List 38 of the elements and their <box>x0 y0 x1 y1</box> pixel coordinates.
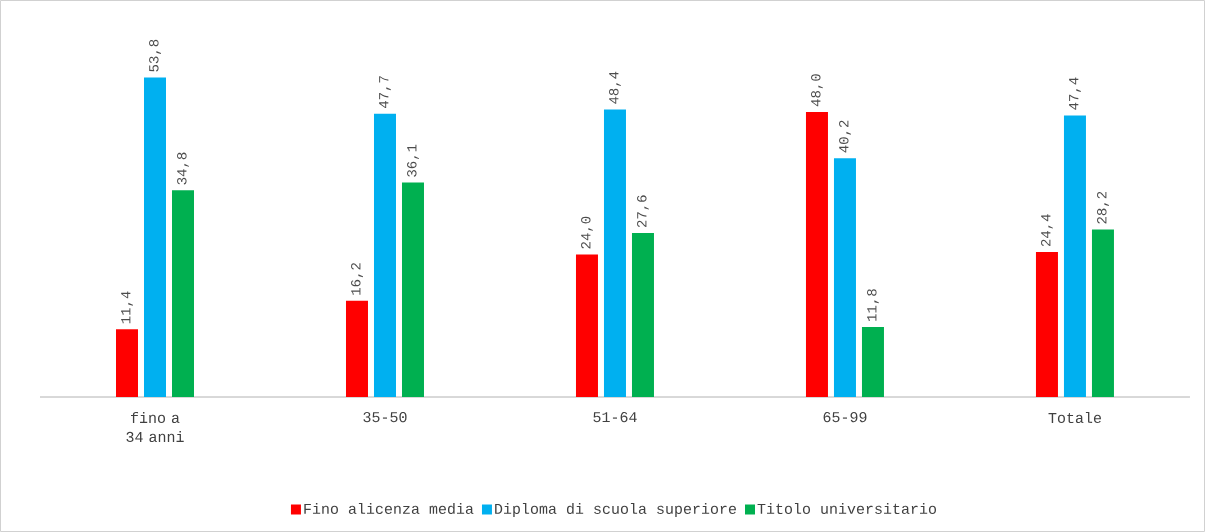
legend-label: Titolo universitario <box>757 502 937 514</box>
data-label: 24,0 <box>581 216 593 249</box>
data-label: 11,4 <box>121 291 133 324</box>
bar <box>833 158 856 397</box>
bar <box>1035 252 1058 397</box>
bar <box>631 233 654 397</box>
data-label: 28,2 <box>1097 191 1109 224</box>
x-tick-label: 35-50 <box>363 412 407 423</box>
data-label: 47,4 <box>1069 77 1081 110</box>
data-label: 16,2 <box>351 263 363 295</box>
data-label: 36,1 <box>407 144 419 177</box>
data-label: 40,2 <box>839 120 851 153</box>
bar <box>144 77 166 397</box>
data-label: 47,7 <box>379 76 391 108</box>
bar <box>1091 229 1114 397</box>
bar <box>805 111 828 397</box>
bar <box>575 254 598 397</box>
data-label: 53,8 <box>149 39 161 72</box>
bar <box>345 300 368 397</box>
data-label: 34,8 <box>177 152 189 185</box>
data-label: 24,4 <box>1041 214 1053 247</box>
bar <box>401 182 424 397</box>
x-tick-label: 65-99 <box>823 412 867 423</box>
x-tick-label: fino a 34 anni <box>126 412 184 443</box>
data-label: 48,4 <box>609 71 621 104</box>
bar <box>603 109 626 397</box>
data-label: 48,0 <box>811 74 823 107</box>
legend-label: Diploma di scuola superiore <box>495 502 736 517</box>
bar <box>172 190 194 397</box>
bar <box>373 113 396 397</box>
data-label: 27,6 <box>637 195 649 228</box>
legend-label: Fino alicenza media <box>304 502 474 515</box>
x-tick-label: 51-64 <box>593 412 637 423</box>
bar <box>1063 115 1086 397</box>
x-tick-label: Totale <box>1048 412 1101 424</box>
data-label: 11,8 <box>867 289 879 321</box>
bar <box>116 329 138 397</box>
bar <box>861 326 884 397</box>
